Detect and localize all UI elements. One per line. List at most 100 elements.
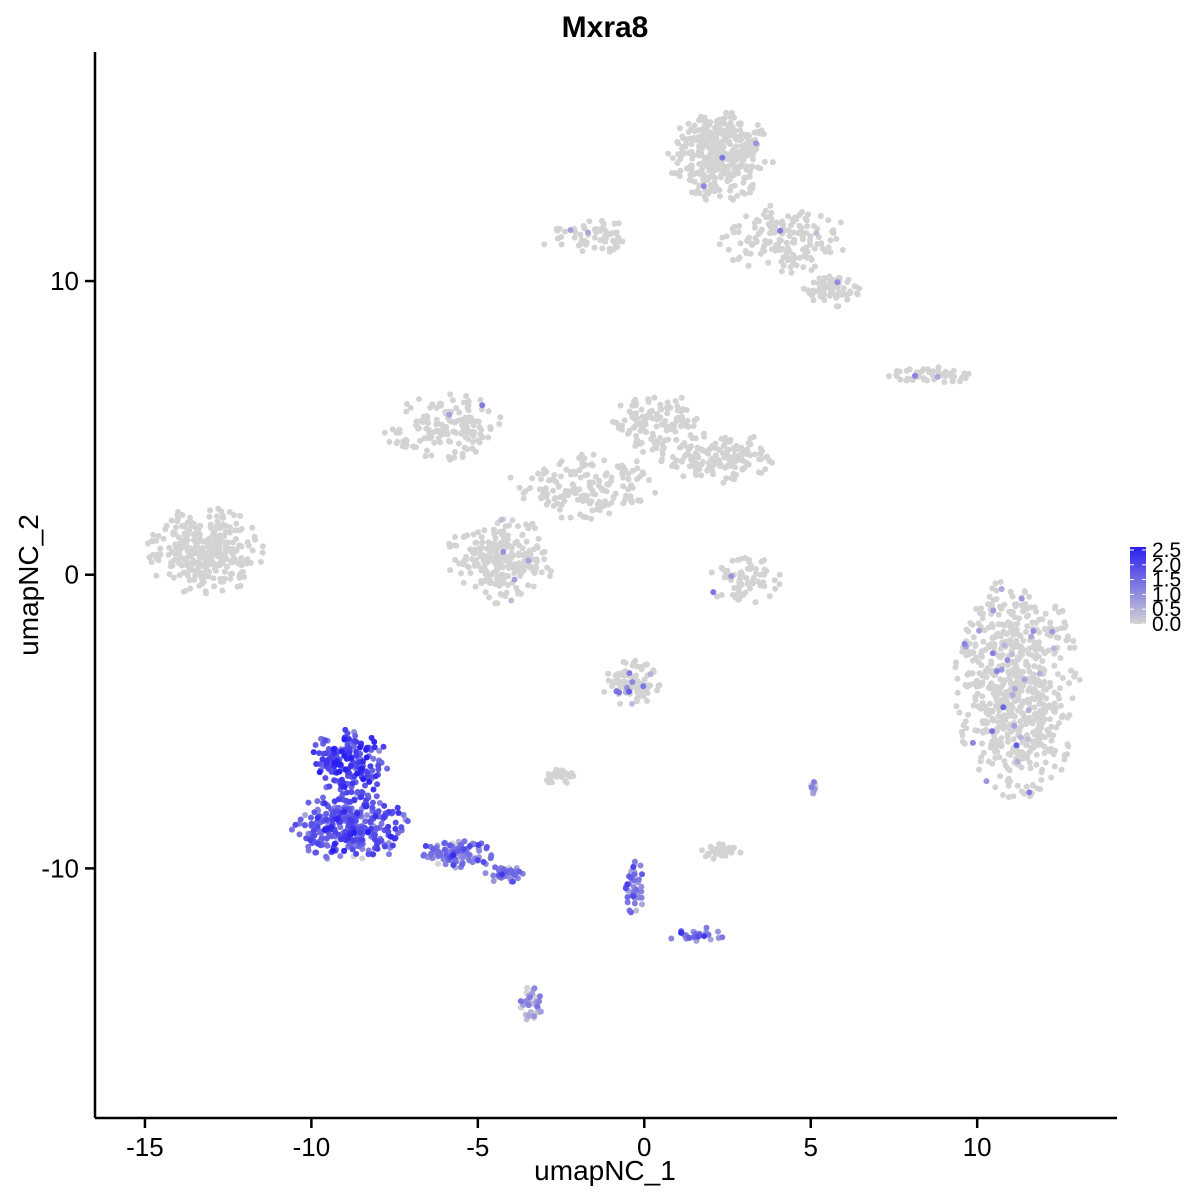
data-point — [520, 495, 527, 502]
data-point — [629, 700, 635, 707]
data-point — [449, 397, 456, 404]
data-point — [990, 689, 997, 696]
data-point — [524, 984, 531, 991]
data-point — [803, 217, 810, 224]
data-point — [440, 856, 447, 863]
data-point — [972, 693, 979, 700]
data-point — [765, 259, 772, 266]
data-point — [1033, 751, 1040, 758]
data-point — [1038, 777, 1045, 783]
data-point — [487, 580, 493, 587]
data-point — [616, 689, 623, 696]
data-point — [571, 234, 578, 241]
data-point — [707, 936, 714, 943]
data-point — [475, 842, 482, 848]
data-point — [446, 411, 453, 418]
data-point — [995, 611, 1002, 618]
data-point — [620, 500, 627, 507]
data-point — [1031, 696, 1038, 703]
data-point — [755, 231, 762, 238]
data-point — [502, 523, 509, 529]
data-point — [200, 578, 207, 585]
data-point — [198, 574, 205, 581]
data-point — [989, 624, 996, 630]
data-point — [195, 544, 202, 551]
data-point — [735, 596, 742, 603]
data-point — [990, 607, 997, 614]
data-point — [854, 291, 861, 298]
data-point — [384, 765, 391, 772]
data-point — [980, 610, 986, 617]
data-point — [963, 626, 970, 633]
data-point — [584, 492, 590, 499]
data-point — [424, 447, 430, 454]
data-point — [805, 211, 811, 218]
data-point — [717, 461, 724, 468]
data-point — [1046, 702, 1053, 709]
data-point — [447, 567, 454, 574]
data-point — [702, 448, 709, 455]
data-point — [257, 558, 264, 565]
data-point — [206, 513, 213, 520]
data-point — [206, 548, 213, 555]
data-point — [500, 548, 507, 555]
data-point — [674, 403, 681, 410]
data-point — [467, 570, 474, 576]
data-point — [1014, 758, 1021, 765]
data-point — [721, 574, 728, 581]
data-point — [651, 394, 658, 401]
data-point — [184, 546, 191, 553]
data-point — [1039, 766, 1046, 773]
data-point — [953, 659, 960, 666]
data-point — [460, 579, 467, 586]
data-point — [726, 844, 733, 851]
data-point — [341, 752, 348, 759]
data-point — [722, 434, 729, 441]
data-point — [716, 447, 723, 453]
data-point — [249, 524, 256, 531]
data-point — [685, 120, 692, 127]
data-point — [807, 254, 814, 261]
data-point — [1056, 720, 1062, 727]
data-point — [698, 133, 705, 140]
data-point — [437, 851, 444, 858]
data-point — [1053, 634, 1060, 641]
data-point — [649, 430, 656, 437]
y-tick-label: 10 — [50, 266, 79, 296]
data-point — [629, 484, 636, 491]
data-point — [767, 202, 774, 209]
data-point — [492, 864, 499, 871]
color-legend-ticks: 2.52.01.51.00.50.0 — [1130, 539, 1181, 636]
data-point — [465, 564, 472, 571]
data-point — [707, 843, 714, 850]
data-point — [791, 254, 798, 260]
data-point — [501, 575, 507, 582]
data-point — [630, 660, 637, 667]
data-point — [531, 570, 538, 576]
data-point — [749, 163, 756, 170]
data-point — [539, 488, 546, 495]
data-point — [166, 571, 173, 578]
data-point — [1005, 668, 1012, 675]
data-point — [691, 463, 698, 470]
data-point — [1033, 608, 1040, 615]
data-point — [351, 797, 358, 804]
data-point — [637, 473, 644, 480]
data-point — [821, 281, 828, 288]
data-point — [645, 682, 652, 689]
data-point — [1072, 670, 1079, 677]
data-point — [464, 532, 471, 539]
data-point — [1009, 692, 1016, 698]
data-point — [478, 533, 485, 540]
data-point — [603, 470, 610, 477]
data-point — [977, 650, 984, 657]
data-point — [1069, 695, 1076, 702]
data-point — [153, 572, 160, 579]
data-point — [359, 758, 366, 765]
data-point — [970, 649, 977, 656]
data-point — [833, 303, 840, 310]
data-point — [740, 179, 747, 186]
data-point — [358, 765, 365, 772]
data-point — [227, 524, 233, 531]
data-point — [187, 514, 193, 521]
